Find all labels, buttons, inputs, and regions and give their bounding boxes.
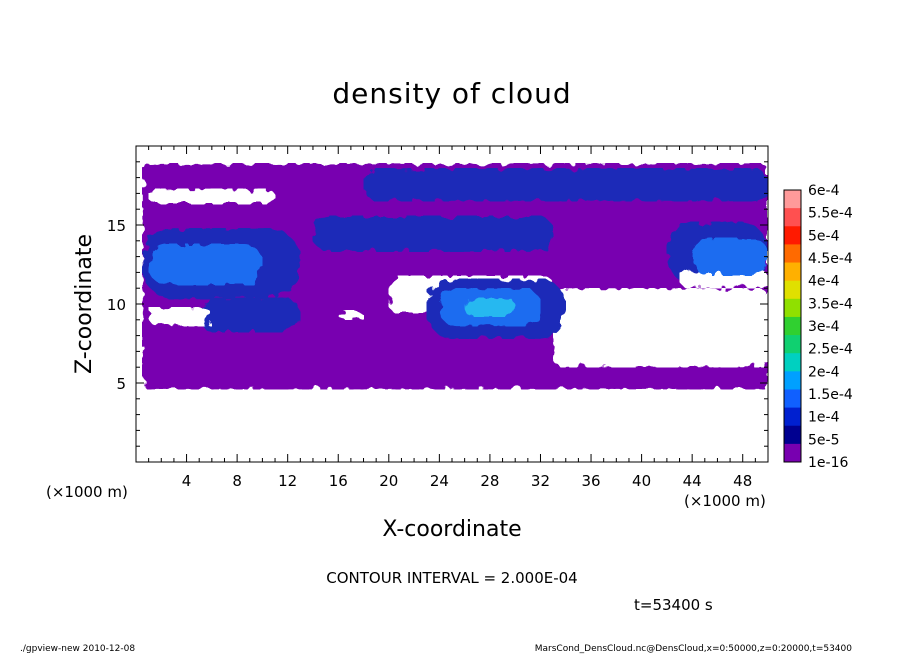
- density-region: [312, 215, 554, 252]
- colorbar-swatch: [784, 226, 801, 245]
- x-tick-label: 20: [379, 472, 398, 490]
- colorbar-swatch: [784, 208, 801, 227]
- colorbar-label: 3e-4: [808, 319, 840, 335]
- x-tick-label: 24: [430, 472, 449, 490]
- y-axis-label: Z-coordinate: [72, 234, 97, 374]
- colorbar-swatch: [784, 443, 801, 463]
- colorbar-label: 2.5e-4: [808, 342, 853, 358]
- y-tick-label: 15: [107, 217, 126, 235]
- x-axis-label: X-coordinate: [382, 517, 521, 542]
- chart-title: density of cloud: [332, 77, 571, 110]
- colorbar-label: 6e-4: [808, 183, 840, 199]
- colorbar-frame: [783, 189, 802, 463]
- x-tick-label: 44: [683, 472, 702, 490]
- colorbar-label: 4.5e-4: [808, 251, 853, 267]
- x-tick-label: 28: [480, 472, 499, 490]
- colorbar-label: 3.5e-4: [808, 296, 853, 312]
- density-region: [464, 297, 516, 317]
- colorbar-swatch: [784, 298, 801, 318]
- contour-interval: CONTOUR INTERVAL = 2.000E-04: [326, 569, 577, 587]
- colorbar-label: 1.5e-4: [808, 387, 853, 403]
- y-tick-label: 5: [116, 375, 126, 393]
- colorbar-swatch: [784, 425, 801, 445]
- density-region: [363, 168, 768, 202]
- colorbar-swatch: [784, 190, 801, 209]
- colorbar-label: 2e-4: [808, 364, 840, 380]
- time-label: t=53400 s: [634, 596, 713, 614]
- colorbar-swatch: [784, 316, 801, 336]
- colorbar-swatch: [784, 244, 801, 264]
- cloud-free-patch: [553, 288, 768, 368]
- colorbar-label: 1e-4: [808, 410, 840, 426]
- colorbar-label: 1e-16: [808, 455, 848, 471]
- colorbar-swatch: [784, 389, 801, 409]
- colorbar-swatch: [784, 353, 801, 372]
- colorbar-swatch: [784, 407, 801, 427]
- x-unit-right: (×1000 m): [684, 492, 766, 510]
- colorbar-swatch: [784, 262, 801, 282]
- colorbar-label: 4e-4: [808, 274, 840, 290]
- x-tick-label: 4: [182, 472, 192, 490]
- colorbar-swatch: [784, 335, 801, 354]
- footer-left: ./gpview-new 2010-12-08: [20, 644, 135, 654]
- cloud-free-patch: [338, 310, 364, 320]
- cloud-free-patch: [148, 307, 212, 327]
- colorbar: 6e-4 5.5e-4 5e-4 4.5e-4 4e-4 3.5e-4 3e-4 2.5e-4…: [783, 183, 853, 471]
- colorbar-swatch: [784, 371, 801, 390]
- density-region: [692, 237, 768, 276]
- x-tick-label: 40: [632, 472, 651, 490]
- colorbar-label: 5e-5: [808, 432, 839, 448]
- y-tick-label: 10: [107, 296, 126, 314]
- y-axis: 5 10 15: [107, 161, 768, 447]
- colorbar-label: 5.5e-4: [808, 206, 853, 222]
- x-unit-left: (×1000 m): [46, 483, 128, 501]
- x-tick-label: 36: [581, 472, 600, 490]
- x-tick-label: 16: [329, 472, 348, 490]
- colorbar-label: 5e-4: [808, 228, 840, 244]
- x-tick-label: 32: [531, 472, 550, 490]
- density-region: [199, 297, 301, 333]
- x-tick-label: 8: [232, 472, 242, 490]
- density-region: [148, 243, 263, 286]
- cloud-free-patch: [148, 188, 276, 205]
- x-axis: 4 8 12 16 20 24 28 32 36 40 44 48: [148, 146, 756, 490]
- plot-area: [142, 163, 768, 390]
- colorbar-swatch: [784, 280, 801, 300]
- footer-right: MarsCond_DensCloud.nc@DensCloud,x=0:5000…: [535, 644, 852, 654]
- x-tick-label: 48: [733, 472, 752, 490]
- x-tick-label: 12: [278, 472, 297, 490]
